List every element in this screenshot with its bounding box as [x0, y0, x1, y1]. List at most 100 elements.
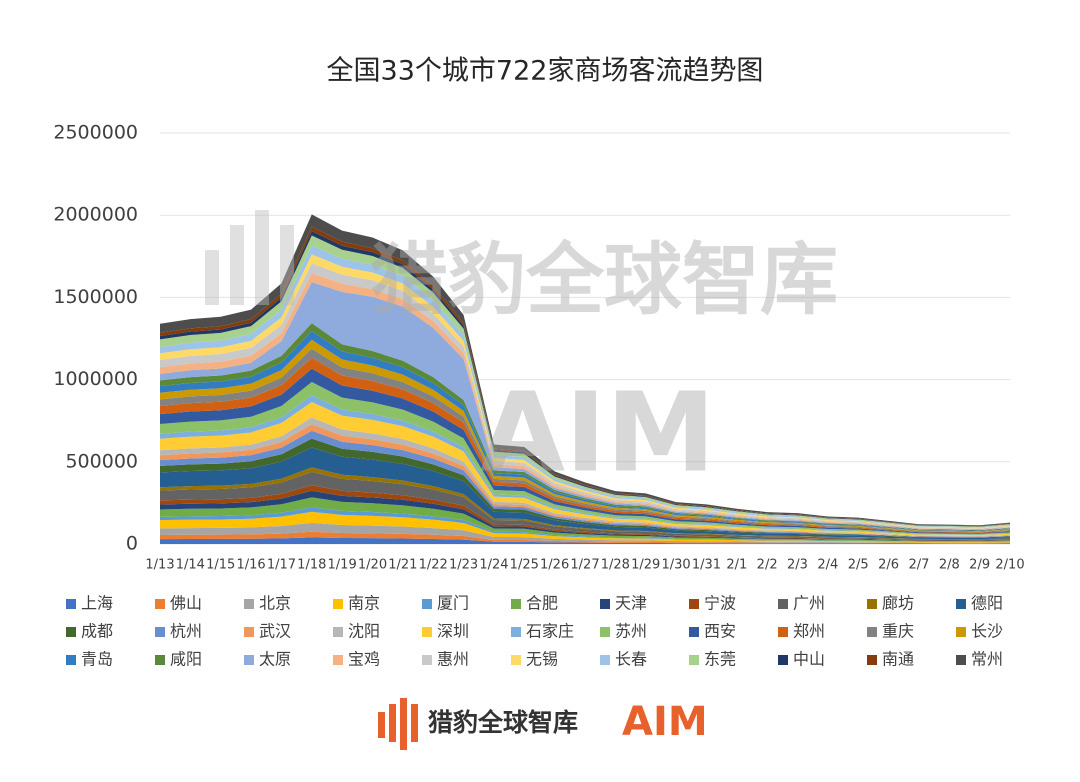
- legend-label: 成都: [81, 622, 113, 641]
- legend-swatch: [600, 599, 610, 609]
- y-tick-label: 0: [126, 533, 138, 555]
- legend-label: 郑州: [793, 622, 825, 641]
- legend-swatch: [333, 599, 343, 609]
- legend-label: 合肥: [526, 594, 558, 613]
- y-tick-label: 1500000: [53, 286, 138, 308]
- x-tick-label: 2/2: [757, 558, 778, 573]
- legend-swatch: [600, 627, 610, 637]
- area: [160, 531, 1010, 544]
- x-tick-label: 2/3: [787, 558, 808, 573]
- x-tick-label: 2/6: [878, 558, 899, 573]
- legend-swatch: [244, 627, 254, 637]
- legend-label: 石家庄: [526, 622, 574, 641]
- legend-swatch: [66, 655, 76, 665]
- x-tick-label: 1/26: [540, 558, 569, 573]
- logo-bar: [400, 698, 407, 750]
- legend-swatch: [155, 599, 165, 609]
- legend-label: 太原: [259, 650, 291, 669]
- legend-swatch: [333, 627, 343, 637]
- legend-swatch: [66, 627, 76, 637]
- watermark: 猎豹全球智库 AIM: [205, 210, 838, 496]
- legend-swatch: [511, 599, 521, 609]
- legend-swatch: [867, 627, 877, 637]
- legend-swatch: [600, 655, 610, 665]
- legend-label: 惠州: [437, 650, 469, 669]
- legend-swatch: [511, 627, 521, 637]
- legend-label: 沈阳: [348, 622, 380, 641]
- x-tick-label: 1/27: [570, 558, 599, 573]
- legend-label: 德阳: [971, 594, 1003, 613]
- legend-swatch: [155, 655, 165, 665]
- x-tick-label: 2/9: [969, 558, 990, 573]
- legend-swatch: [778, 599, 788, 609]
- y-tick-label: 500000: [65, 450, 138, 472]
- x-tick-label: 1/17: [267, 558, 296, 573]
- x-tick-label: 1/23: [449, 558, 478, 573]
- legend-label: 长沙: [971, 622, 1003, 641]
- logo-mark: AIM: [622, 699, 708, 745]
- legend-label: 北京: [259, 594, 291, 613]
- area: [160, 282, 1010, 531]
- x-tick-label: 1/31: [692, 558, 721, 573]
- x-tick-label: 1/20: [358, 558, 387, 573]
- x-tick-label: 1/18: [297, 558, 326, 573]
- legend-label: 廊坊: [882, 594, 914, 613]
- x-tick-label: 1/28: [601, 558, 630, 573]
- legend-label: 东莞: [704, 650, 736, 669]
- legend-label: 咸阳: [170, 650, 202, 669]
- x-tick-label: 1/15: [206, 558, 235, 573]
- legend-swatch: [244, 599, 254, 609]
- x-tick-label: 1/19: [328, 558, 357, 573]
- legend-label: 广州: [793, 594, 825, 613]
- watermark-bar: [255, 210, 269, 305]
- legend-swatch: [867, 655, 877, 665]
- x-tick-label: 1/29: [631, 558, 660, 573]
- y-tick-label: 2500000: [53, 122, 138, 144]
- area: [160, 537, 1010, 544]
- x-tick-label: 1/22: [419, 558, 448, 573]
- legend-label: 天津: [615, 594, 647, 613]
- legend-label: 杭州: [170, 622, 202, 641]
- legend-label: 常州: [971, 650, 1003, 669]
- x-tick-label: 2/7: [908, 558, 929, 573]
- legend-swatch: [244, 655, 254, 665]
- legend-label: 青岛: [81, 650, 113, 669]
- legend-label: 苏州: [615, 622, 647, 641]
- legend-label: 武汉: [259, 622, 291, 641]
- x-tick-label: 1/14: [176, 558, 205, 573]
- legend-swatch: [66, 599, 76, 609]
- legend-label: 厦门: [437, 594, 469, 613]
- legend-label: 佛山: [170, 594, 202, 613]
- legend-label: 长春: [615, 650, 647, 669]
- legend-swatch: [867, 599, 877, 609]
- legend-swatch: [155, 627, 165, 637]
- legend-swatch: [689, 655, 699, 665]
- legend-label: 中山: [793, 650, 825, 669]
- legend-label: 无锡: [526, 650, 558, 669]
- y-tick-label: 2000000: [53, 204, 138, 226]
- legend-swatch: [778, 627, 788, 637]
- legend-swatch: [333, 655, 343, 665]
- watermark-bar: [205, 250, 219, 305]
- legend-label: 深圳: [437, 622, 469, 641]
- legend-swatch: [689, 599, 699, 609]
- x-tick-label: 1/24: [479, 558, 508, 573]
- watermark-bar: [280, 225, 294, 305]
- logo-bar: [389, 704, 396, 742]
- x-tick-label: 2/10: [995, 558, 1024, 573]
- x-tick-label: 1/16: [236, 558, 265, 573]
- x-tick-label: 1/13: [145, 558, 174, 573]
- x-tick-label: 2/1: [726, 558, 747, 573]
- legend-label: 西安: [704, 622, 736, 641]
- x-tick-label: 2/5: [848, 558, 869, 573]
- logo-bar: [378, 712, 385, 738]
- legend-swatch: [422, 655, 432, 665]
- legend-label: 南通: [882, 650, 914, 669]
- logo-text: 猎豹全球智库: [428, 708, 578, 737]
- legend-label: 重庆: [882, 622, 914, 641]
- legend-swatch: [956, 627, 966, 637]
- legend-label: 宝鸡: [348, 650, 380, 669]
- legend-swatch: [956, 655, 966, 665]
